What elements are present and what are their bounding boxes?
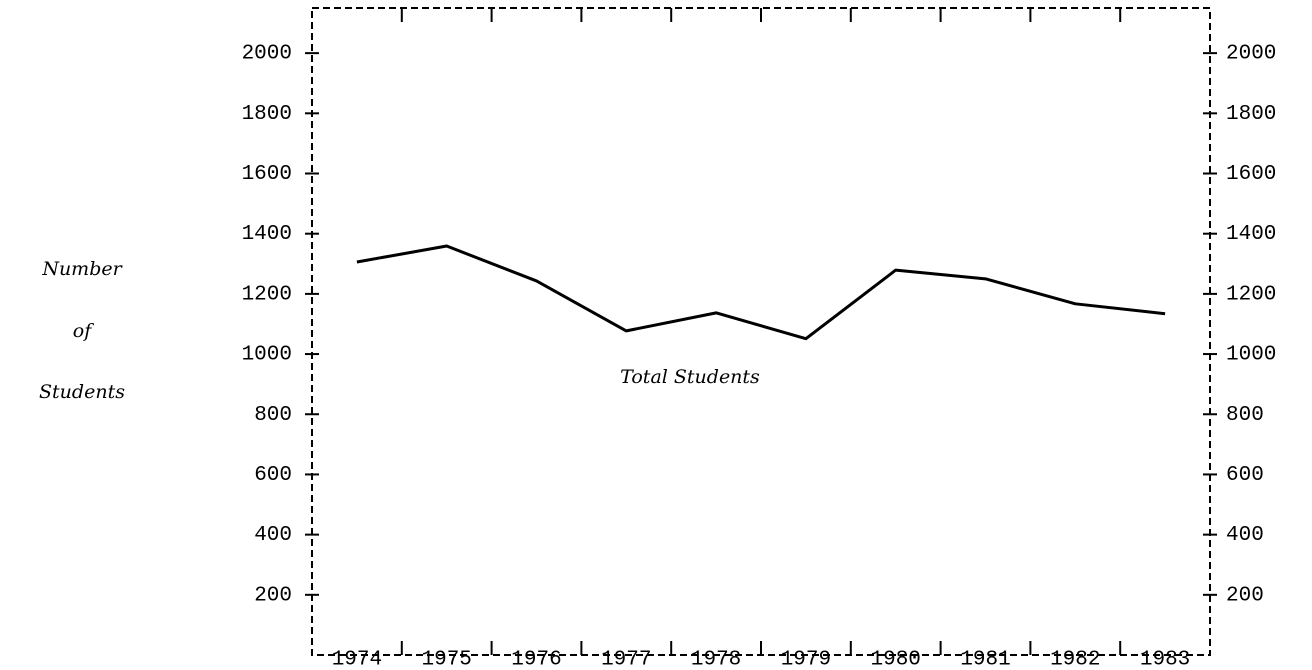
y2-tick-label: 2000 (1226, 43, 1276, 66)
y-axis-label: of (73, 320, 94, 342)
plot-frame (311, 7, 1211, 656)
y-axis-label: Number (41, 258, 123, 280)
y-tick-label: 1800 (242, 103, 292, 126)
x-tick-label: 1981 (960, 649, 1010, 670)
y2-tick-label: 1600 (1226, 163, 1276, 186)
y-tick-label: 1000 (242, 344, 292, 367)
series-line (356, 244, 1166, 341)
x-tick-label: 1976 (511, 649, 561, 670)
y-tick-label: 2000 (242, 43, 292, 66)
y-tick-label: 800 (254, 404, 292, 427)
y2-tick-label: 200 (1226, 584, 1264, 607)
y2-tick-label: 600 (1226, 464, 1264, 487)
x-tick-label: 1977 (601, 649, 651, 670)
x-tick-label: 1982 (1050, 649, 1100, 670)
x-tick-label: 1975 (421, 649, 471, 670)
y-tick-label: 200 (254, 584, 292, 607)
y2-tick-label: 1800 (1226, 103, 1276, 126)
x-tick-label: 1983 (1140, 649, 1190, 670)
y2-tick-label: 800 (1226, 404, 1264, 427)
x-tick-label: 1979 (781, 649, 831, 670)
y-tick-label: 1600 (242, 163, 292, 186)
y-tick-label: 400 (254, 524, 292, 547)
x-tick-label: 1978 (691, 649, 741, 670)
y-tick-label: 600 (254, 464, 292, 487)
y-tick-label: 1400 (242, 223, 292, 246)
y-tick-label: 1200 (242, 283, 292, 306)
y2-tick-label: 1200 (1226, 283, 1276, 306)
y2-tick-label: 400 (1226, 524, 1264, 547)
y-axis-label: Students (39, 381, 125, 403)
y2-tick-label: 1400 (1226, 223, 1276, 246)
x-tick-label: 1974 (332, 649, 382, 670)
x-tick-label: 1980 (870, 649, 920, 670)
series-annotation: Total Students (620, 366, 760, 388)
y2-tick-label: 1000 (1226, 344, 1276, 367)
